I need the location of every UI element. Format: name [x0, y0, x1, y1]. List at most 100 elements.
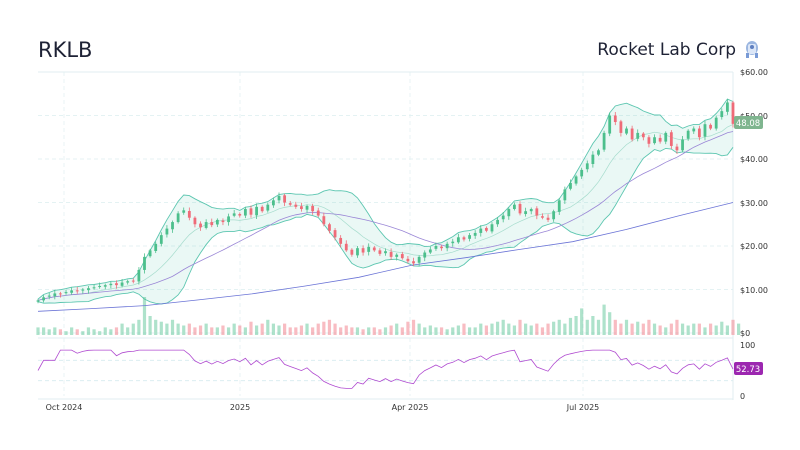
volume-bar — [524, 323, 528, 335]
volume-bar — [462, 323, 466, 335]
volume-bar — [288, 327, 292, 335]
candle-body — [613, 115, 617, 123]
candle-body — [636, 132, 640, 139]
candle-body — [462, 237, 466, 240]
candle-body — [81, 289, 85, 291]
date-tick: 2025 — [230, 403, 250, 412]
candle-body — [59, 293, 62, 295]
candle-body — [501, 215, 505, 220]
volume-bar — [652, 323, 657, 335]
volume-bar — [423, 327, 427, 335]
volume-bar — [624, 319, 629, 335]
volume-bar — [490, 323, 494, 335]
volume-bar — [434, 327, 438, 335]
candle-body — [238, 214, 242, 216]
candle-body — [541, 216, 544, 218]
rsi-tick: 0 — [740, 392, 745, 401]
candle-body — [98, 286, 102, 288]
candle-body — [322, 216, 326, 225]
volume-bar — [142, 297, 147, 335]
volume-bar — [204, 323, 208, 335]
candle-body — [171, 222, 174, 230]
moving-averages — [37, 131, 734, 312]
candle-body — [658, 137, 662, 142]
candle-body — [692, 128, 696, 132]
volume-bar — [305, 323, 309, 335]
candle-body — [316, 210, 320, 216]
volume-bar — [619, 323, 623, 335]
volume-bar — [591, 316, 595, 335]
volume-bar — [383, 327, 388, 335]
candle-body — [602, 132, 606, 150]
volume-bar — [176, 323, 180, 335]
candle-body — [630, 128, 634, 140]
candle-body — [232, 213, 236, 216]
volume-bar — [159, 321, 163, 335]
volume-bar — [198, 325, 203, 335]
candle-body — [199, 223, 202, 228]
volume-bar — [602, 304, 606, 335]
volume-bar — [467, 327, 472, 335]
volume-bar — [737, 323, 741, 335]
rocket-logo-icon — [746, 41, 758, 58]
candle-body — [585, 163, 589, 170]
candle-body — [277, 195, 281, 201]
volume-bar — [479, 323, 483, 335]
candle-body — [428, 249, 432, 253]
volume-bar — [322, 321, 326, 335]
volume-bar — [507, 323, 511, 335]
volume-bar — [215, 327, 219, 335]
volume-bar — [675, 319, 679, 335]
candle-body — [328, 224, 331, 231]
volume-bar — [182, 325, 186, 335]
volume-bar — [568, 317, 573, 335]
candle-body — [697, 128, 701, 138]
price-tick: $20.00 — [740, 242, 768, 251]
candle-body — [372, 247, 376, 251]
candle-body — [249, 208, 253, 215]
volume-bar — [120, 323, 124, 335]
volume-bar — [501, 319, 505, 335]
volume-bar — [529, 325, 533, 335]
candle-body — [625, 128, 628, 134]
candle-body — [395, 254, 399, 257]
candle-body — [204, 222, 208, 228]
volume-bar — [47, 329, 51, 335]
volume-bar — [70, 327, 74, 335]
volume-bar — [574, 316, 578, 335]
volume-bar — [238, 325, 242, 335]
candle-body — [434, 246, 438, 249]
candle-body — [714, 117, 718, 129]
volume-bar — [98, 331, 102, 335]
volume-bar — [187, 323, 191, 335]
volume-bar — [355, 327, 360, 335]
volume-bar — [243, 327, 247, 335]
candle-body — [686, 130, 690, 139]
volume-bar — [193, 327, 197, 335]
sma-long-line — [37, 202, 734, 312]
price-tick: $0 — [740, 329, 750, 338]
date-tick: Jul 2025 — [566, 403, 600, 412]
candle-body — [456, 237, 460, 243]
candle-body — [243, 209, 247, 216]
volume-bar — [708, 323, 713, 335]
candle-body — [36, 300, 40, 302]
last-rsi-label: 52.73 — [734, 362, 763, 375]
candle-body — [597, 150, 600, 155]
candle-body — [210, 222, 214, 226]
candle-body — [53, 293, 57, 297]
volume-bar — [557, 319, 561, 335]
date-tick: Oct 2024 — [46, 403, 83, 412]
volume-bar — [395, 323, 399, 335]
volume-bar — [221, 325, 225, 335]
volume-bar — [64, 331, 68, 335]
volume-bars — [36, 297, 741, 335]
volume-bar — [53, 327, 57, 335]
volume-bar — [585, 319, 589, 335]
volume-bar — [411, 319, 416, 335]
volume-bar — [630, 323, 634, 335]
volume-bar — [714, 325, 718, 335]
volume-bar — [439, 327, 444, 335]
volume-bar — [226, 327, 231, 335]
